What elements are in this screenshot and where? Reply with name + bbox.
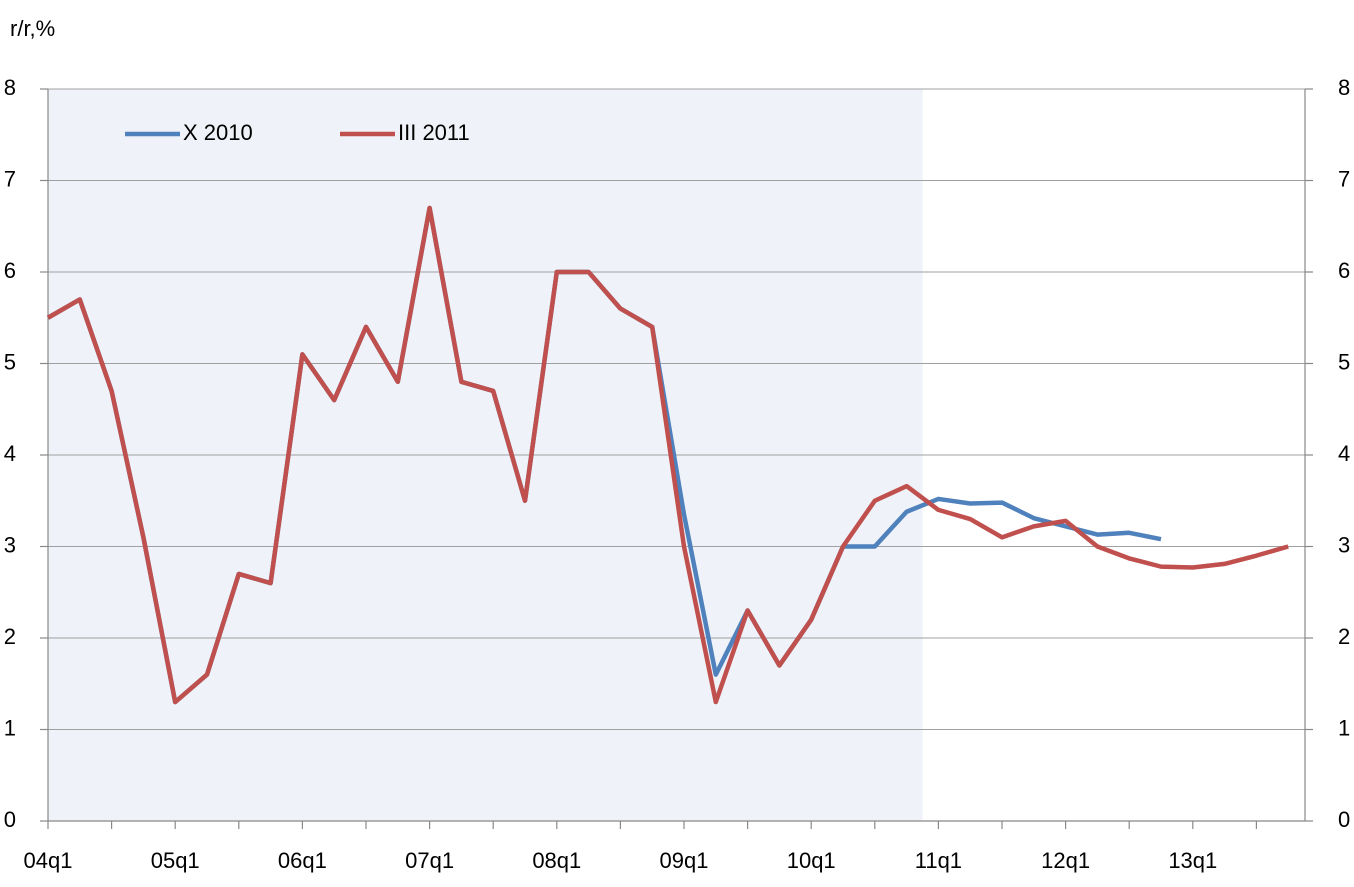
legend-label: X 2010 — [183, 120, 253, 145]
x-tick-label: 08q1 — [532, 848, 581, 873]
y-tick-label: 6 — [4, 258, 16, 283]
x-tick-label: 13q1 — [1168, 848, 1217, 873]
y2-tick-label: 4 — [1338, 441, 1350, 466]
y-tick-label: 5 — [4, 349, 16, 374]
x-tick-label: 06q1 — [278, 848, 327, 873]
y-tick-label: 7 — [4, 166, 16, 191]
y2-tick-label: 1 — [1338, 715, 1350, 740]
y-tick-label: 0 — [4, 807, 16, 832]
y2-tick-label: 2 — [1338, 624, 1350, 649]
x-tick-label: 05q1 — [151, 848, 200, 873]
y2-tick-label: 3 — [1338, 532, 1350, 557]
y-tick-label: 1 — [4, 715, 16, 740]
series-line — [46, 205, 1289, 705]
y2-tick-label: 5 — [1338, 349, 1350, 374]
x-tick-label: 04q1 — [24, 848, 73, 873]
y-tick-label: 8 — [4, 75, 16, 100]
y2-tick-label: 7 — [1338, 166, 1350, 191]
y2-tick-label: 6 — [1338, 258, 1350, 283]
legend-label: III 2011 — [398, 120, 470, 145]
chart-title: r/r,% — [10, 16, 55, 41]
y-tick-label: 3 — [4, 532, 16, 557]
y-tick-label: 4 — [4, 441, 16, 466]
x-tick-label: 12q1 — [1041, 848, 1090, 873]
y2-tick-label: 8 — [1338, 75, 1350, 100]
y2-tick-label: 0 — [1338, 807, 1350, 832]
x-tick-label: 11q1 — [915, 848, 962, 873]
y-tick-label: 2 — [4, 624, 16, 649]
x-tick-label: 10q1 — [787, 848, 836, 873]
x-tick-label: 09q1 — [660, 848, 709, 873]
x-tick-label: 07q1 — [405, 848, 454, 873]
